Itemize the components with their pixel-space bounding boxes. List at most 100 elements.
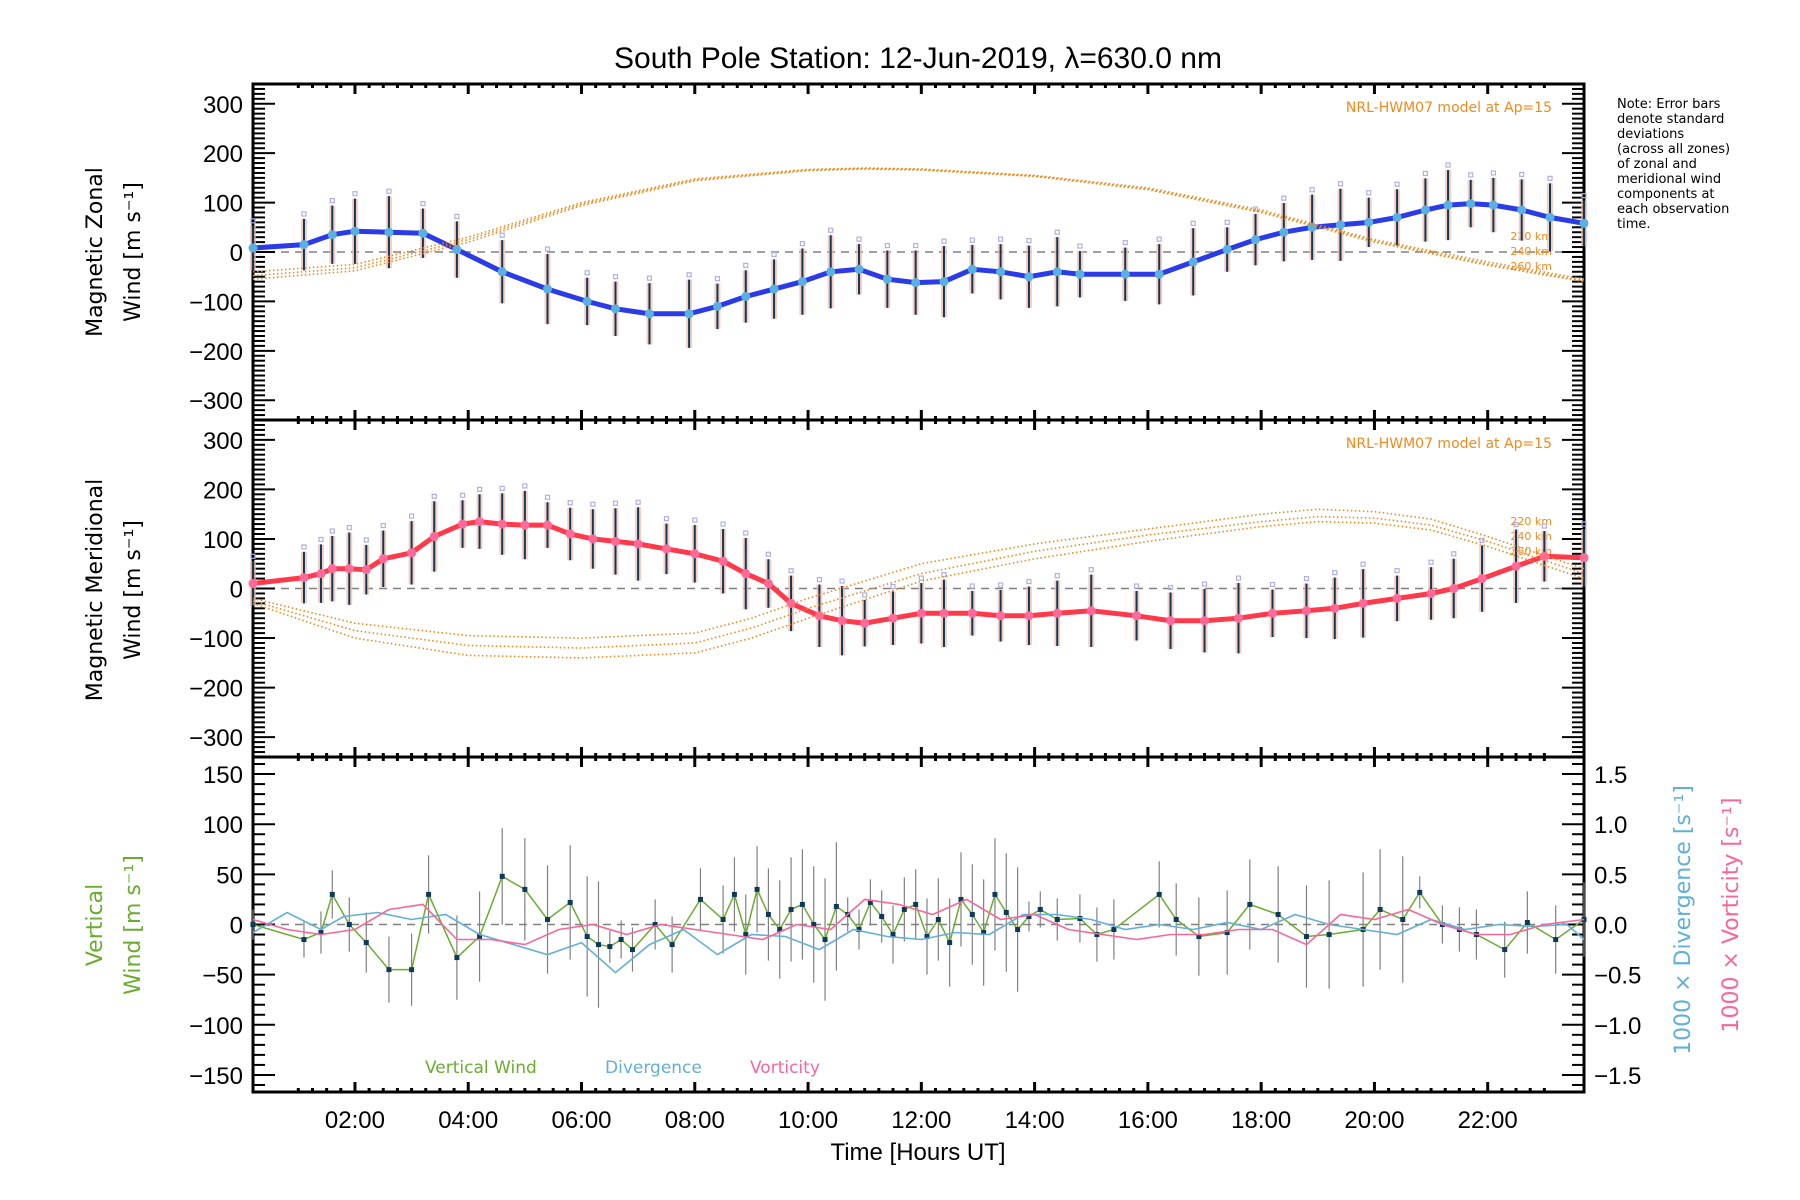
mean-marker (610, 304, 620, 314)
y-tick-label: −300 (189, 725, 243, 752)
vertical-wind-marker (890, 932, 896, 938)
zone-point (544, 494, 551, 500)
mean-marker (763, 579, 773, 589)
vertical-wind-marker (799, 901, 805, 907)
zone-point (352, 191, 358, 197)
mean-marker (452, 245, 462, 255)
mean-marker (769, 284, 779, 294)
mean-marker (497, 519, 507, 529)
vertical-wind-marker (1502, 947, 1508, 953)
model-annotation: NRL-HWM07 model at Ap=15 (1346, 436, 1552, 452)
mean-marker (344, 564, 354, 574)
mean-marker (1449, 584, 1459, 593)
zone-point (454, 213, 460, 220)
zone-point (567, 500, 573, 506)
note-line: time. (1617, 217, 1651, 232)
mean-marker (350, 226, 360, 236)
x-tick-label: 10:00 (778, 1107, 838, 1134)
mean-marker (407, 548, 417, 558)
vertical-wind-marker (329, 891, 335, 897)
mean-marker (1250, 235, 1260, 245)
vertical-wind-marker (250, 922, 256, 927)
mean-marker (1443, 200, 1453, 210)
zone-point (476, 486, 483, 492)
vertical-wind-marker (1326, 932, 1332, 938)
mean-marker (1579, 218, 1589, 228)
mean-marker (1420, 205, 1430, 215)
mean-marker (543, 520, 553, 530)
mean-marker (1052, 267, 1062, 277)
zone-point (856, 236, 862, 242)
y-tick-label: −150 (189, 1063, 243, 1090)
vertical-wind-marker (629, 947, 635, 953)
vertical-wind-marker (1156, 891, 1162, 897)
meridional-ylabel: Magnetic Meridional Wind [m s⁻¹] (83, 479, 146, 701)
mean-marker (1579, 553, 1589, 563)
zone-point (828, 227, 834, 233)
model-altitude-label: 260 km (1510, 260, 1552, 273)
vertical-wind-marker (788, 906, 794, 912)
zone-point (1167, 584, 1174, 591)
zone-point (816, 576, 822, 583)
vertical-wind-marker (1054, 916, 1060, 922)
vertical-wind-marker (856, 927, 862, 933)
divergence-ylabel: 1000 × Divergence [s⁻¹] (1671, 785, 1696, 1055)
zone-point (969, 237, 975, 243)
note-line: Note: Error bars (1617, 97, 1721, 112)
zone-point (1054, 229, 1060, 235)
vertical-wind-marker (1377, 906, 1383, 912)
vertical-wind-marker (731, 891, 737, 897)
zone-point (692, 517, 698, 523)
vorticity-line (252, 898, 1585, 946)
x-tick-label: 04:00 (438, 1107, 498, 1134)
zone-point (1445, 162, 1451, 168)
zone-point (1133, 583, 1140, 589)
vertical-wind-marker (697, 896, 703, 902)
mean-marker (299, 240, 309, 250)
mean-marker (967, 264, 977, 274)
vertical-wind-marker (754, 886, 760, 892)
y-tick-label: 100 (203, 812, 243, 839)
zone-point (380, 522, 386, 529)
zone-point (1281, 195, 1287, 201)
zone-point (1337, 181, 1344, 187)
zone-point (1235, 575, 1242, 581)
zone-point (1224, 219, 1230, 225)
mean-marker (786, 598, 796, 608)
model-altitude-label: 220 km (1510, 230, 1552, 243)
mean-marker (741, 291, 751, 301)
mean-marker (633, 539, 643, 549)
mean-marker (1120, 269, 1130, 279)
model-curve (252, 167, 1585, 280)
zone-point (584, 270, 590, 276)
zone-point (329, 198, 335, 204)
zone-point (646, 275, 653, 281)
vertical-wind-marker (947, 940, 953, 946)
mean-marker (1052, 608, 1062, 618)
mean-marker (1222, 245, 1232, 255)
vertical-wind-marker (301, 937, 307, 943)
mean-marker (1364, 217, 1374, 227)
vertical-wind-marker (618, 937, 624, 943)
meridional-mean-line (252, 519, 1585, 626)
vertical-wind-marker (981, 930, 987, 936)
zone-point (1332, 570, 1338, 576)
zone-point (862, 592, 868, 598)
zone-point (612, 274, 619, 280)
zone-point (250, 218, 256, 224)
vertical-wind-marker (1026, 913, 1032, 919)
vertical-wind-marker (935, 916, 941, 922)
mean-marker (1426, 588, 1436, 598)
model-curve (252, 508, 1585, 639)
mean-marker (327, 230, 337, 240)
zone-point (1513, 521, 1519, 528)
y-tick-label: 0 (230, 577, 243, 604)
zone-point (544, 246, 551, 252)
vertical-wind-marker (913, 901, 919, 907)
x-tick-label: 06:00 (551, 1107, 611, 1134)
zone-point (998, 582, 1004, 588)
mean-marker (1392, 212, 1402, 222)
zone-point (459, 492, 466, 498)
zone-point (1451, 551, 1457, 557)
zone-point (941, 572, 947, 578)
